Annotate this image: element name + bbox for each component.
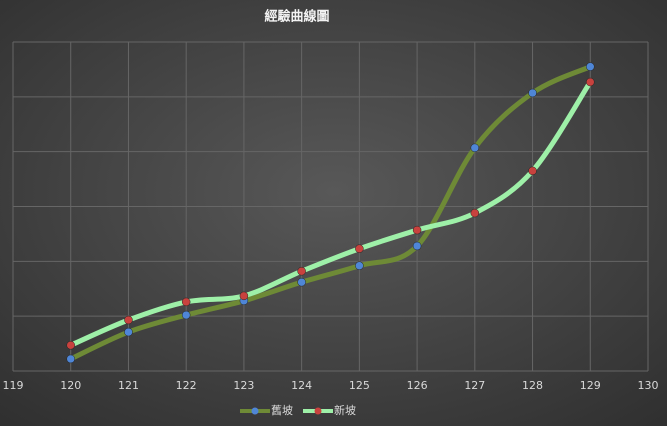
data-point <box>297 266 306 276</box>
data-point <box>528 88 537 98</box>
data-point <box>181 310 191 320</box>
x-tick-label: 123 <box>233 379 254 392</box>
data-point <box>124 315 133 325</box>
data-point <box>355 244 364 253</box>
data-point <box>412 225 422 235</box>
x-tick-label: 125 <box>349 379 370 392</box>
x-tick-label: 126 <box>407 379 428 392</box>
data-point <box>586 77 595 87</box>
data-point <box>124 327 133 337</box>
legend-marker <box>251 407 259 415</box>
x-tick-label: 129 <box>580 379 601 392</box>
data-point <box>355 261 364 270</box>
data-point <box>412 241 422 251</box>
x-tick-label: 120 <box>60 379 81 392</box>
data-point <box>528 166 537 176</box>
data-point <box>586 62 595 71</box>
x-tick-label: 119 <box>3 379 24 392</box>
legend-label: 新坡 <box>334 403 356 417</box>
x-tick-label: 124 <box>291 379 312 392</box>
data-point <box>181 297 191 307</box>
legend-marker <box>314 407 322 415</box>
data-point <box>297 277 306 287</box>
chart-title: 經驗曲線圖 <box>264 9 329 25</box>
data-point <box>470 143 480 153</box>
x-tick-label: 128 <box>522 379 543 392</box>
legend-label: 舊坡 <box>271 403 293 417</box>
x-tick-label: 122 <box>176 379 197 392</box>
series-line <box>68 64 593 362</box>
series-line <box>68 79 593 348</box>
data-point <box>239 291 249 301</box>
data-point <box>66 354 75 364</box>
x-tick-label: 127 <box>464 379 485 392</box>
data-point <box>470 208 480 218</box>
x-tick-label: 130 <box>638 379 659 392</box>
x-tick-label: 121 <box>118 379 139 392</box>
data-point <box>66 340 75 350</box>
